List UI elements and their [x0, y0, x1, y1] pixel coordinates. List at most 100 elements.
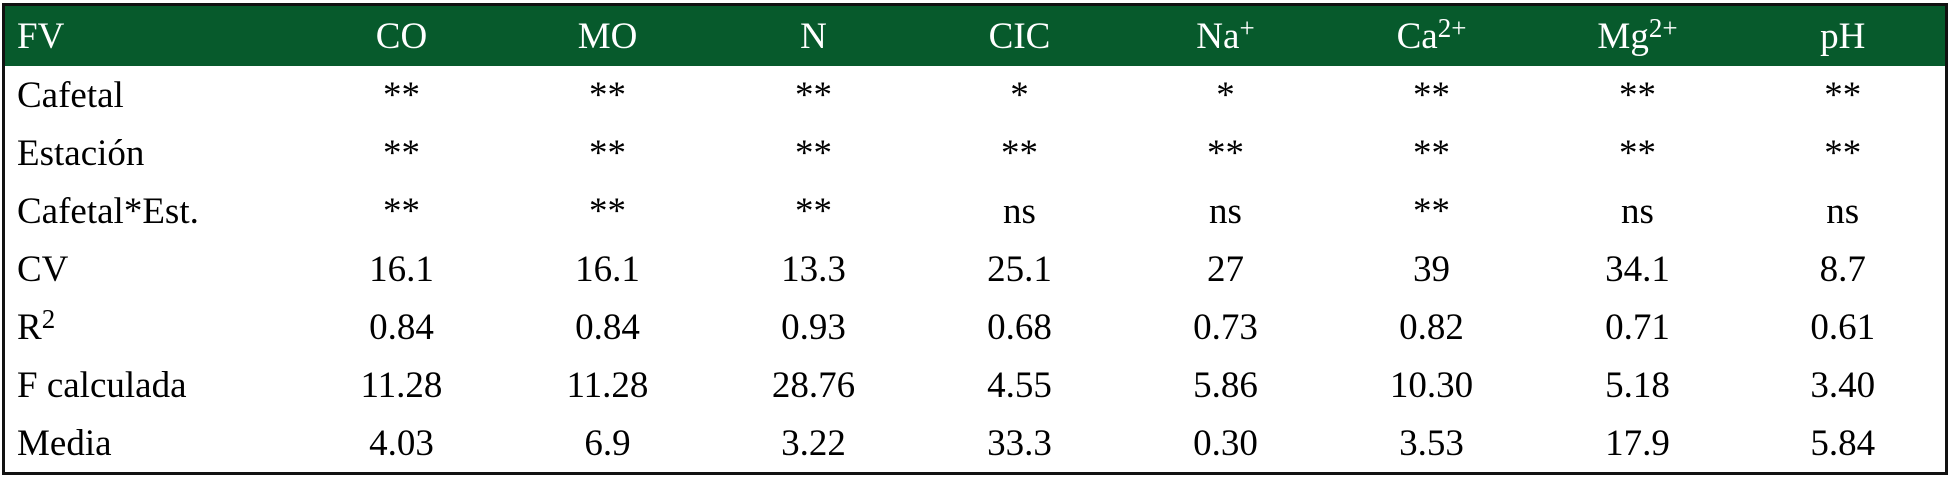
cell: 4.03	[299, 414, 505, 474]
header-cell: CO	[298, 4, 505, 66]
header-cell: CIC	[916, 4, 1123, 66]
cell-text: 5.18	[1605, 364, 1670, 406]
row-label-text: F calculada	[17, 364, 187, 406]
cell: 11.28	[505, 356, 711, 414]
cell: 0.82	[1329, 298, 1535, 356]
cell: 39	[1329, 240, 1535, 298]
cell: **	[917, 124, 1123, 182]
cell: 10.30	[1329, 356, 1535, 414]
cell-text: **	[795, 74, 832, 116]
cell-text: **	[383, 132, 420, 174]
cell-text: 27	[1207, 248, 1244, 290]
header-cell-text: CO	[375, 15, 428, 57]
cell: 0.71	[1535, 298, 1741, 356]
cell: **	[1741, 124, 1947, 182]
cell-text: 0.82	[1399, 306, 1464, 348]
header-cell: Mg2+	[1534, 4, 1741, 66]
cell: ns	[1741, 182, 1947, 240]
row-label-text: Estación	[17, 132, 145, 174]
data-row: CV 16.1 16.1 13.3 25.1 27 39 34.1 8.7	[4, 240, 1947, 298]
row-label: Cafetal*Est.	[4, 182, 299, 240]
cell: 33.3	[917, 414, 1123, 474]
cell-text: 0.61	[1810, 306, 1876, 348]
header-cell-sup: 2+	[1648, 12, 1678, 43]
row-label: Media	[4, 414, 299, 474]
row-label: Estación	[4, 124, 299, 182]
cell: **	[505, 182, 711, 240]
cell: 27	[1123, 240, 1329, 298]
cell: ns	[1535, 182, 1741, 240]
cell-text: **	[795, 132, 832, 174]
cell: 5.86	[1123, 356, 1329, 414]
header-cell: Ca2+	[1328, 4, 1535, 66]
cell-text: 13.3	[781, 248, 846, 290]
row-label: F calculada	[4, 356, 299, 414]
cell-text: 4.55	[987, 364, 1052, 406]
data-row: F calculada 11.28 11.28 28.76 4.55 5.86 10.30 5…	[4, 356, 1947, 414]
cell-text: **	[1207, 132, 1244, 174]
cell: **	[711, 182, 917, 240]
cell: 34.1	[1535, 240, 1741, 298]
row-label: CV	[4, 240, 299, 298]
header-cell: N	[710, 4, 917, 66]
cell-text: 33.3	[987, 422, 1052, 464]
cell-text: 6.9	[584, 422, 631, 464]
cell: **	[299, 124, 505, 182]
data-row: Media 4.03 6.9 3.22 33.3 0.30 3.53 17.9 5.84	[4, 414, 1947, 474]
cell-text: 5.84	[1810, 422, 1876, 464]
header-cell-text: Na	[1196, 15, 1240, 57]
cell: 13.3	[711, 240, 917, 298]
header-cell: MO	[504, 4, 711, 66]
cell: **	[1741, 66, 1947, 124]
cell-text: 39	[1413, 248, 1450, 290]
cell: 5.18	[1535, 356, 1741, 414]
cell-text: ns	[1826, 190, 1860, 232]
cell-text: **	[383, 74, 420, 116]
cell-text: 0.68	[987, 306, 1052, 348]
cell-text: 11.28	[566, 364, 649, 406]
cell-text: **	[589, 74, 626, 116]
cell-text: 3.40	[1810, 364, 1876, 406]
cell: **	[711, 66, 917, 124]
cell: 28.76	[711, 356, 917, 414]
cell-text: 28.76	[771, 364, 856, 406]
cell: 0.61	[1741, 298, 1947, 356]
header-cell: pH	[1740, 4, 1947, 66]
header-cell-sup: +	[1239, 12, 1255, 43]
cell: 0.30	[1123, 414, 1329, 474]
cell-text: *	[1216, 74, 1235, 116]
header-cell-text: FV	[17, 15, 65, 57]
row-label-text: Cafetal*Est.	[17, 190, 199, 232]
cell-text: **	[589, 132, 626, 174]
cell-text: **	[1413, 190, 1450, 232]
cell-text: 0.30	[1193, 422, 1258, 464]
data-row: R2 0.84 0.84 0.93 0.68 0.73 0.82 0.71 0.61	[4, 298, 1947, 356]
cell-text: **	[383, 190, 420, 232]
cell: 8.7	[1741, 240, 1947, 298]
cell: 0.68	[917, 298, 1123, 356]
cell: 6.9	[505, 414, 711, 474]
cell-text: **	[589, 190, 626, 232]
cell: 25.1	[917, 240, 1123, 298]
cell-text: 8.7	[1819, 248, 1866, 290]
row-label-text: CV	[17, 248, 69, 290]
cell-text: 3.22	[781, 422, 846, 464]
cell: **	[1329, 124, 1535, 182]
table-body: FV CO MO N CIC Na+ Ca2+ Mg2+ pH Cafetal ** ** ** * * **…	[3, 4, 1947, 474]
cell: **	[711, 124, 917, 182]
cell-text: 11.28	[360, 364, 443, 406]
cell: ns	[917, 182, 1123, 240]
row-label-text: Cafetal	[17, 74, 124, 116]
cell: **	[505, 124, 711, 182]
cell: 0.93	[711, 298, 917, 356]
cell-text: 0.73	[1193, 306, 1258, 348]
cell: 0.84	[505, 298, 711, 356]
row-label-text: Media	[17, 422, 112, 464]
header-cell-text: CIC	[988, 15, 1051, 57]
cell-text: ns	[1003, 190, 1036, 232]
data-row: Cafetal ** ** ** * * ** ** **	[4, 66, 1947, 124]
cell-text: 34.1	[1605, 248, 1670, 290]
header-cell-text: Ca	[1396, 15, 1438, 57]
cell: 3.53	[1329, 414, 1535, 474]
